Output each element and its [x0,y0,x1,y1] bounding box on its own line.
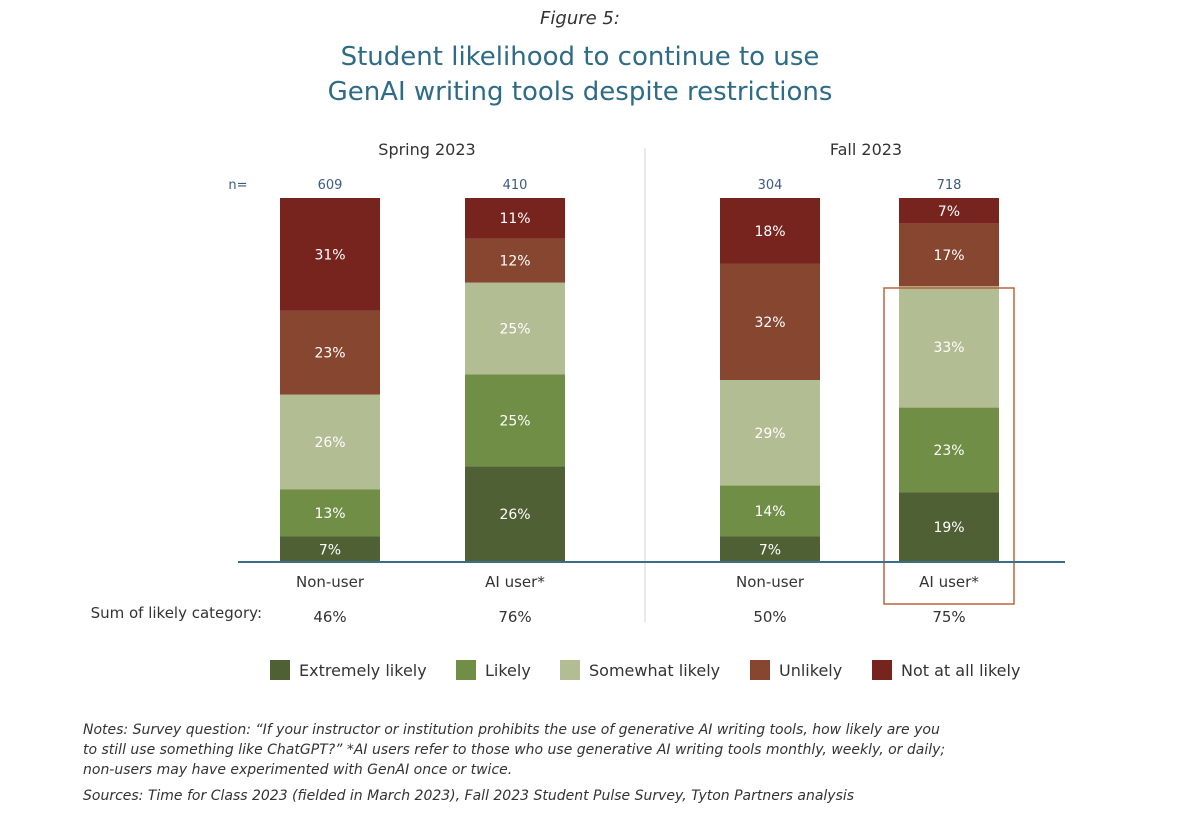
legend-label: Unlikely [779,661,842,680]
bar-segment-likely [720,485,820,537]
chart-title-line-2: GenAI writing tools despite restrictions [327,77,833,107]
n-value: 609 [318,178,343,193]
bar-segment-somewhat-likely [465,282,565,375]
notes-line-1: Notes: Survey question: “If your instruc… [83,722,940,738]
bar-segment-not-at-all-likely [899,198,999,224]
stacked-bar-chart: n= Sum of likely category: Spring 2023 7% 13… [91,140,1065,680]
data-label: 11% [499,211,530,227]
n-label: n= [228,178,247,193]
legend-swatch-unlikely [750,660,770,680]
bar-segment-somewhat-likely [280,394,380,490]
legend-swatch-somewhat-likely [560,660,580,680]
sources-line: Sources: Time for Class 2023 (fielded in… [83,788,855,804]
legend-swatch-not-at-all-likely [872,660,892,680]
data-label: 31% [314,247,345,263]
sum-value: 75% [932,608,965,626]
legend-swatch-extremely-likely [270,660,290,680]
category-label: Non-user [296,573,365,591]
bar-segment-extremely-likely [720,536,820,562]
data-label: 23% [314,346,345,362]
sum-label: Sum of likely category: [91,604,262,622]
data-label: 7% [759,542,781,558]
data-label: 23% [933,443,964,459]
data-label: 19% [933,520,964,536]
group-title-1: Spring 2023 [378,140,475,159]
sum-value: 46% [313,608,346,626]
n-value: 304 [758,178,783,193]
n-value: 410 [503,178,528,193]
data-label: 26% [314,435,345,451]
bar-segment-likely [899,407,999,493]
data-label: 25% [499,413,530,429]
data-label: 17% [933,248,964,264]
bar-segment-extremely-likely [899,492,999,562]
bar-segment-somewhat-likely [720,380,820,486]
n-value: 718 [937,178,962,193]
sum-value: 50% [753,608,786,626]
group-title-2: Fall 2023 [830,140,902,159]
data-label: 33% [933,340,964,356]
data-label: 32% [754,315,785,331]
bar-segment-not-at-all-likely [720,198,820,264]
bar-segment-unlikely [280,310,380,395]
figure-label: Figure 5: [540,8,620,29]
bar-segment-somewhat-likely [899,286,999,408]
data-label: 25% [499,322,530,338]
bar-segment-extremely-likely [280,536,380,562]
legend-label: Extremely likely [299,661,427,680]
data-label: 7% [938,204,960,220]
legend-label: Likely [485,661,531,680]
data-label: 29% [754,426,785,442]
data-label: 12% [499,254,530,270]
sum-value: 76% [498,608,531,626]
data-label: 7% [319,542,341,558]
notes-line-2: to still use something like ChatGPT?” *A… [83,742,946,758]
bar-segment-likely [465,374,565,467]
legend-swatch-likely [456,660,476,680]
legend-label: Not at all likely [901,661,1020,680]
bar-segment-likely [280,489,380,537]
notes-line-3: non-users may have experimented with Gen… [83,762,513,778]
legend-label: Somewhat likely [589,661,720,680]
bar-segment-not-at-all-likely [465,198,565,239]
bar-segment-unlikely [720,263,820,380]
data-label: 26% [499,507,530,523]
bar-segment-not-at-all-likely [280,198,380,311]
category-label: AI user* [485,573,545,591]
category-label: AI user* [919,573,979,591]
data-label: 13% [314,506,345,522]
data-label: 14% [754,504,785,520]
bar-segment-extremely-likely [465,466,565,562]
category-label: Non-user [736,573,805,591]
notes: Notes: Survey question: “If your instruc… [83,720,1083,806]
highlight-box [883,287,1015,605]
chart-title: Student likelihood to continue to use Ge… [0,40,1160,110]
chart-title-line-1: Student likelihood to continue to use [340,42,820,72]
bar-segment-unlikely [899,223,999,287]
bar-segment-unlikely [465,238,565,283]
data-label: 18% [754,224,785,240]
